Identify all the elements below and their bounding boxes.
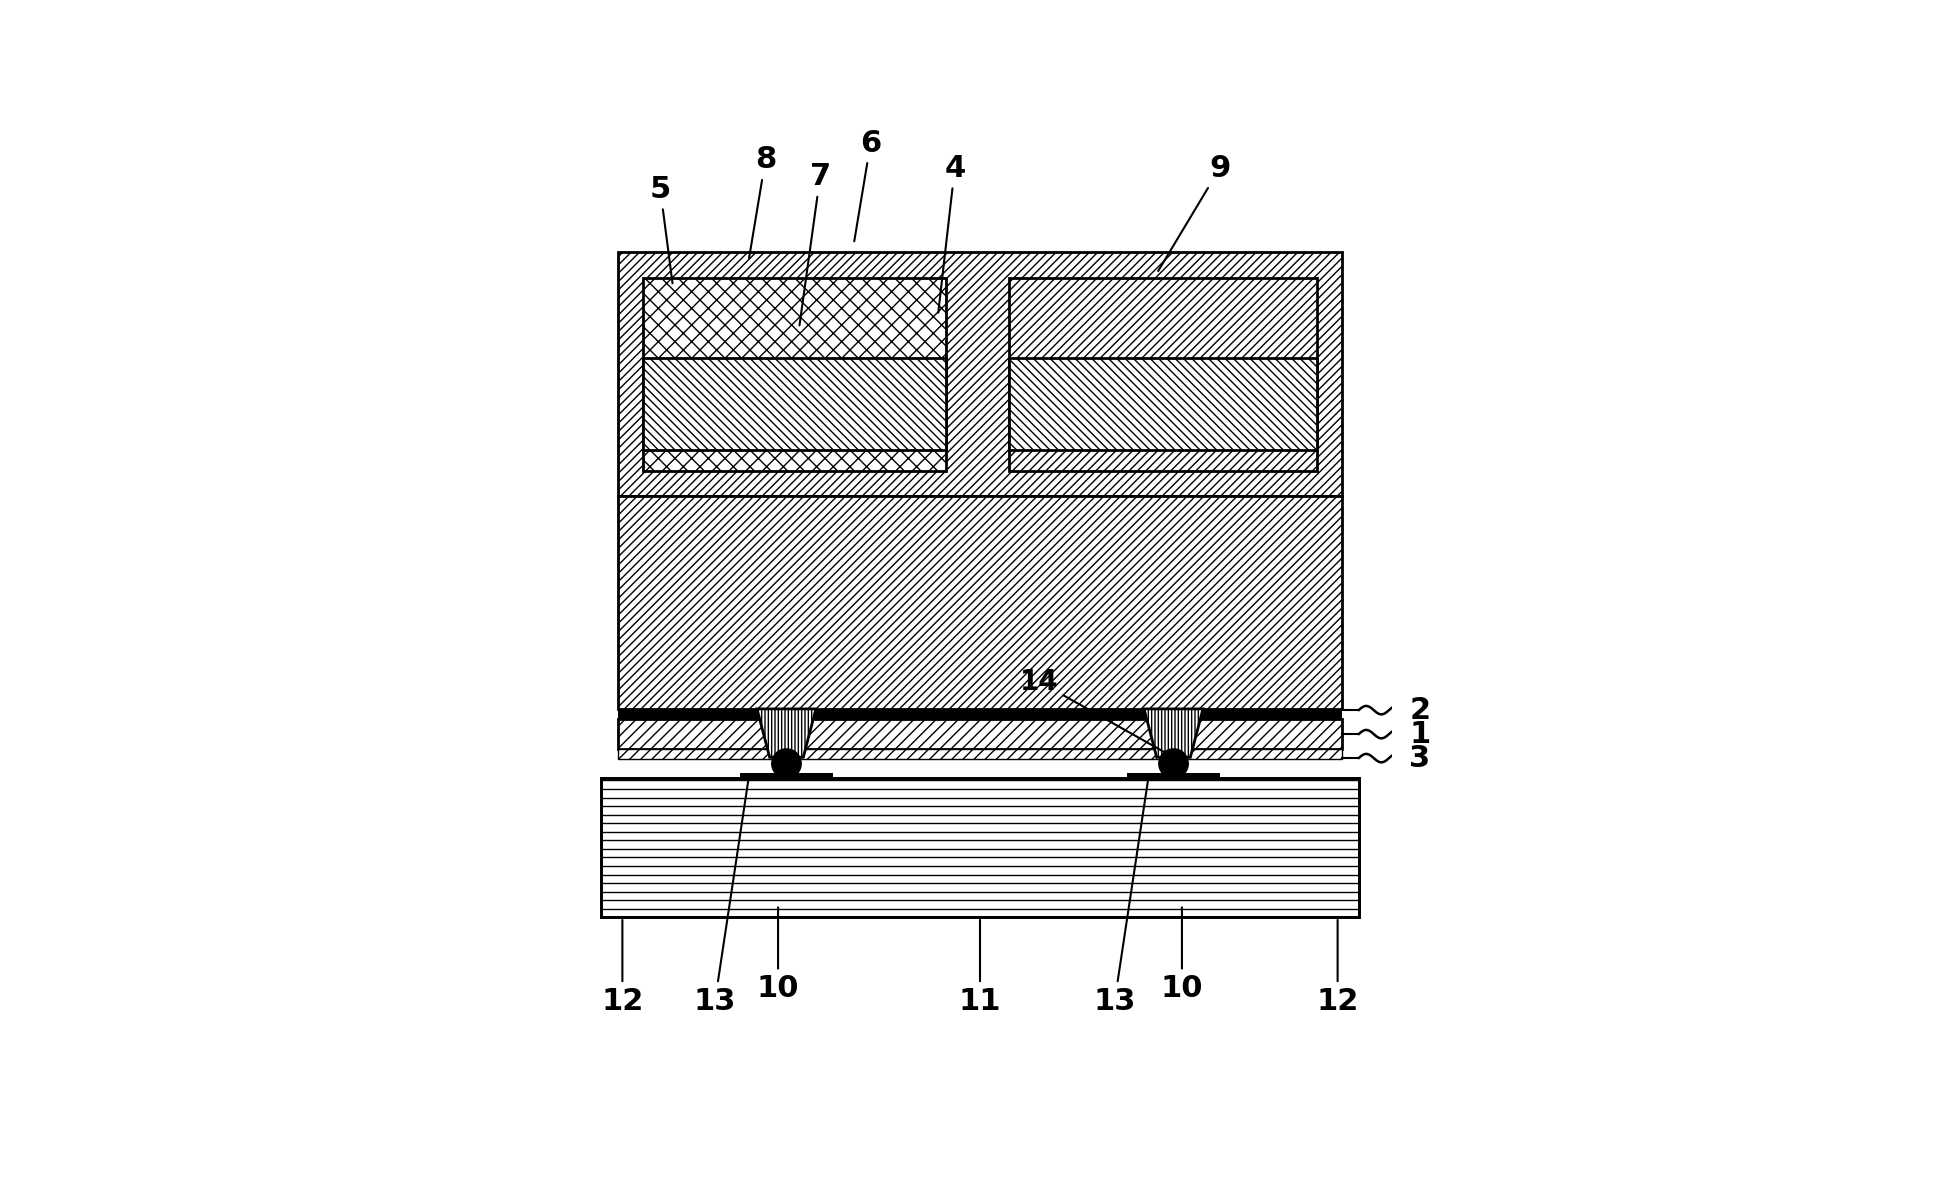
Text: 13: 13 xyxy=(1094,781,1149,1015)
Bar xyxy=(617,252,1343,496)
Bar xyxy=(1127,773,1170,781)
Bar xyxy=(602,779,1358,918)
Polygon shape xyxy=(1145,709,1203,757)
Bar xyxy=(617,709,1343,720)
Text: 4: 4 xyxy=(939,154,966,313)
Bar xyxy=(1009,278,1317,471)
Bar xyxy=(741,773,782,781)
Bar xyxy=(1178,773,1219,781)
Text: 7: 7 xyxy=(800,163,831,325)
Bar xyxy=(617,720,1343,749)
Circle shape xyxy=(1158,749,1188,779)
Bar xyxy=(617,496,1343,709)
Text: 11: 11 xyxy=(958,920,1002,1015)
Bar xyxy=(617,749,1343,760)
Bar xyxy=(643,358,947,450)
Text: 14: 14 xyxy=(1019,668,1172,756)
Bar xyxy=(643,278,947,471)
Text: 8: 8 xyxy=(749,145,776,258)
Bar xyxy=(790,773,833,781)
Text: 13: 13 xyxy=(694,781,749,1015)
Bar xyxy=(1009,358,1317,450)
Text: 10: 10 xyxy=(757,907,800,1004)
Bar xyxy=(602,779,1358,918)
Text: 10: 10 xyxy=(1160,907,1203,1004)
Text: 9: 9 xyxy=(1158,154,1231,271)
Polygon shape xyxy=(757,709,815,757)
Text: 12: 12 xyxy=(602,920,643,1015)
Text: 2: 2 xyxy=(1409,696,1431,724)
Circle shape xyxy=(772,749,802,779)
Text: 3: 3 xyxy=(1409,743,1431,773)
Text: 5: 5 xyxy=(649,174,672,284)
Text: 6: 6 xyxy=(855,128,882,241)
Text: 12: 12 xyxy=(1317,920,1358,1015)
Text: 1: 1 xyxy=(1409,720,1431,749)
